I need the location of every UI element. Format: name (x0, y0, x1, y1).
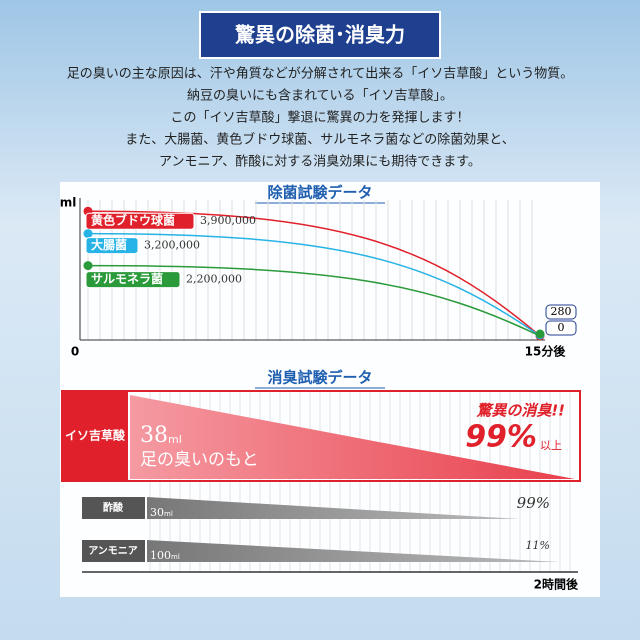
series-line (87, 232, 541, 337)
title-banner (199, 11, 441, 59)
row-label: イソ吉草酸 (65, 428, 126, 443)
title: 驚異の除菌･消臭力 (234, 23, 405, 47)
headline: 驚異の消臭!! (475, 402, 565, 420)
legend-label: サルモネラ菌 (91, 271, 163, 286)
value-label: 280 (551, 305, 572, 318)
legend-label: 黄色ブドウ球菌 (91, 213, 175, 228)
end-label-box (545, 320, 577, 336)
amount: 30 (150, 506, 164, 519)
point (83, 229, 93, 239)
row-label-box (82, 540, 145, 562)
x-axis-label: 2時間後 (534, 577, 579, 592)
y-axis-label: ml (60, 196, 77, 210)
intro-line: この「イソ吉草酸」撃退に驚異の力を発揮します！ (170, 110, 469, 126)
value-label: 2,200,000 (186, 273, 242, 286)
legend-pill (85, 271, 181, 289)
legend-pill (85, 237, 139, 255)
intro-line: また、大腸菌、黄色ブドウ球菌、サルモネラ菌などの除菌効果と、 (125, 132, 514, 148)
amount-unit: ml (164, 510, 173, 518)
reduction-label: 99% (465, 420, 537, 455)
amount-unit: ml (168, 433, 182, 446)
row-label-box (82, 497, 145, 519)
reduction-label: 11% (526, 539, 550, 552)
row-label: アンモニア (88, 545, 138, 557)
end-label-box (545, 304, 577, 320)
amount-unit: ml (171, 553, 180, 561)
intro-line: アンモニア、酢酸に対する消臭効果にも期待できます。 (159, 155, 481, 170)
reduction-suffix: 以上 (540, 439, 562, 452)
amount: 38 (140, 423, 168, 448)
value-label: 0 (558, 321, 565, 334)
row-note: 足の臭いのもと (140, 450, 259, 470)
chart-title: 消臭試験データ (267, 369, 372, 387)
row-label: 酢酸 (103, 501, 124, 514)
value-label: 3,200,000 (144, 239, 200, 252)
series-line (87, 264, 541, 337)
x-tick-label: 0 (71, 345, 79, 359)
legend-label: 大腸菌 (91, 237, 127, 252)
reduction-label: 99% (517, 494, 550, 512)
intro-line: 納豆の臭いにも含まれている「イソ吉草酸」。 (187, 88, 453, 104)
amount: 100 (150, 549, 171, 562)
reduction-wedge (130, 395, 575, 479)
intro-line: 足の臭いの主な原因は、汗や角質などが分解されて出来る「イソ吉草酸」という物質。 (67, 67, 574, 82)
point (535, 329, 545, 339)
chart-title: 除菌試験データ (267, 184, 372, 202)
reduction-wedge (147, 540, 560, 562)
row-label-box (62, 391, 128, 481)
x-tick-label: 15分後 (525, 344, 567, 359)
reduction-wedge (147, 497, 520, 519)
legend-pill (85, 212, 195, 230)
value-label: 3,900,000 (200, 214, 256, 227)
point (83, 261, 93, 271)
